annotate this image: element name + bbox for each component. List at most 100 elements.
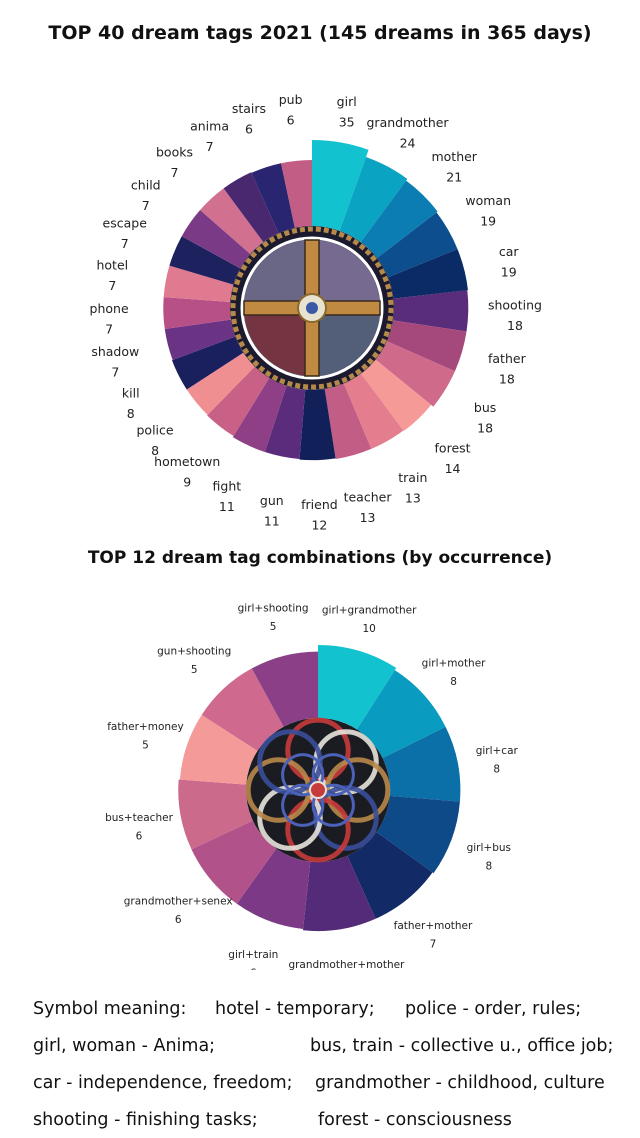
value-label: 11: [219, 499, 235, 514]
value-label: 21: [446, 170, 462, 185]
legend-entry: shooting - finishing tasks;: [33, 1109, 258, 1130]
tick-label: shooting: [488, 298, 542, 313]
legend-heading: Symbol meaning:: [33, 998, 187, 1019]
value-label: 35: [339, 114, 355, 129]
tick-label: hometown: [154, 454, 220, 469]
bar-bus-teacher: [178, 779, 253, 850]
tick-label: grandmother+senex: [124, 895, 233, 907]
tick-label: anima: [190, 119, 229, 134]
bar-fight: [232, 377, 287, 452]
legend-row: shooting - finishing tasks; forest - con…: [33, 1101, 633, 1138]
value-label: 8: [450, 676, 457, 688]
combinations-polar-chart: girl+grandmother 10 girl+mother 8 girl+car 8 g…: [105, 603, 518, 970]
value-label: 8: [493, 763, 500, 775]
tick-label: car: [499, 244, 520, 259]
value-label: 13: [405, 491, 421, 506]
bar-hotel: [163, 265, 234, 302]
value-label: 8: [127, 406, 135, 421]
value-label: 7: [206, 139, 214, 154]
bar-shadow: [164, 319, 236, 361]
tick-label: kill: [122, 385, 140, 400]
value-label: 10: [362, 623, 375, 635]
value-label: 7: [105, 321, 113, 336]
bar-pub: [281, 159, 312, 228]
value-label: 6: [287, 113, 295, 128]
value-label: 6: [245, 122, 253, 137]
bar-bus: [375, 341, 455, 407]
value-label: 18: [507, 318, 523, 333]
value-label: 6: [136, 830, 143, 842]
tick-label: teacher: [344, 489, 393, 504]
bar-girl-mother: [356, 670, 446, 759]
tick-label: fight: [213, 478, 242, 493]
tick-label: friend: [301, 497, 338, 512]
tick-label: father+mother: [394, 920, 473, 932]
tick-label: grandmother+mother: [288, 959, 405, 970]
tick-label: child: [131, 177, 161, 192]
tick-label: girl+bus: [467, 842, 511, 854]
value-label: 5: [142, 740, 149, 752]
tick-label: girl: [337, 94, 357, 109]
tick-label: police: [136, 423, 173, 438]
tick-label: phone: [90, 301, 129, 316]
tick-label: escape: [103, 216, 148, 231]
value-label: 6: [250, 968, 257, 970]
bar-police: [186, 352, 255, 415]
tick-label: hotel: [96, 257, 128, 272]
value-label: 8: [485, 860, 492, 872]
bar-stairs: [251, 163, 295, 234]
tick-label: pub: [279, 92, 303, 107]
tick-label: shadow: [91, 344, 139, 359]
legend-row: Symbol meaning: hotel - temporary; polic…: [33, 990, 633, 1027]
tick-label: bus: [474, 400, 496, 415]
value-label: 7: [142, 198, 150, 213]
tick-label: forest: [435, 440, 471, 455]
bar-grandmother-mother: [302, 855, 376, 932]
tick-label: bus+teacher: [105, 812, 173, 824]
legend-row: girl, woman - Anima; bus, train - collec…: [33, 1027, 633, 1064]
legend-entry: police - order, rules;: [405, 998, 582, 1019]
bar-shooting: [393, 290, 469, 332]
tick-label: gun+shooting: [157, 646, 231, 658]
tick-label: girl+train: [228, 949, 278, 961]
tick-label: gun: [260, 493, 284, 508]
value-label: 9: [183, 475, 191, 490]
bar-hometown: [207, 366, 270, 437]
bar-girl-shooting: [251, 651, 318, 727]
bar-kill: [172, 336, 244, 390]
bar-girl-bus: [376, 795, 460, 874]
tick-label: books: [156, 145, 193, 160]
legend-row: car - independence, freedom; grandmother…: [33, 1064, 633, 1101]
bar-girl-train: [236, 848, 311, 929]
value-label: 12: [311, 517, 327, 530]
bar-father: [386, 320, 467, 372]
tick-label: girl+mother: [422, 658, 486, 670]
tick-label: woman: [465, 193, 511, 208]
value-label: 14: [445, 461, 461, 476]
legend-entry: car - independence, freedom;: [33, 1072, 293, 1093]
value-label: 8: [151, 443, 159, 458]
bar-friend: [299, 389, 336, 461]
value-label: 18: [477, 421, 493, 436]
chart-title-combinations: TOP 12 dream tag combinations (by occurr…: [87, 548, 553, 568]
legend-entry: girl, woman - Anima;: [33, 1035, 216, 1056]
mandala-emblem: [230, 226, 394, 390]
legend-entry: grandmother - childhood, culture: [315, 1072, 605, 1093]
value-label: 7: [111, 365, 119, 380]
bar-child: [181, 210, 251, 269]
value-label: 11: [264, 513, 280, 528]
tick-label: girl+shooting: [238, 603, 309, 615]
value-label: 18: [499, 371, 515, 386]
legend-entry: forest - consciousness: [318, 1109, 512, 1130]
chart-title-tags: TOP 40 dream tags 2021 (145 dreams in 36…: [48, 22, 592, 44]
bar-mother: [360, 180, 438, 259]
bar-books: [200, 188, 264, 254]
bar-girl-grandmother: [318, 645, 397, 730]
value-label: 7: [171, 165, 179, 180]
value-label: 6: [175, 914, 182, 926]
bar-father-money: [179, 714, 258, 785]
bar-woman: [377, 212, 458, 278]
tick-label: girl+grandmother: [322, 604, 417, 616]
tick-label: train: [398, 470, 427, 485]
